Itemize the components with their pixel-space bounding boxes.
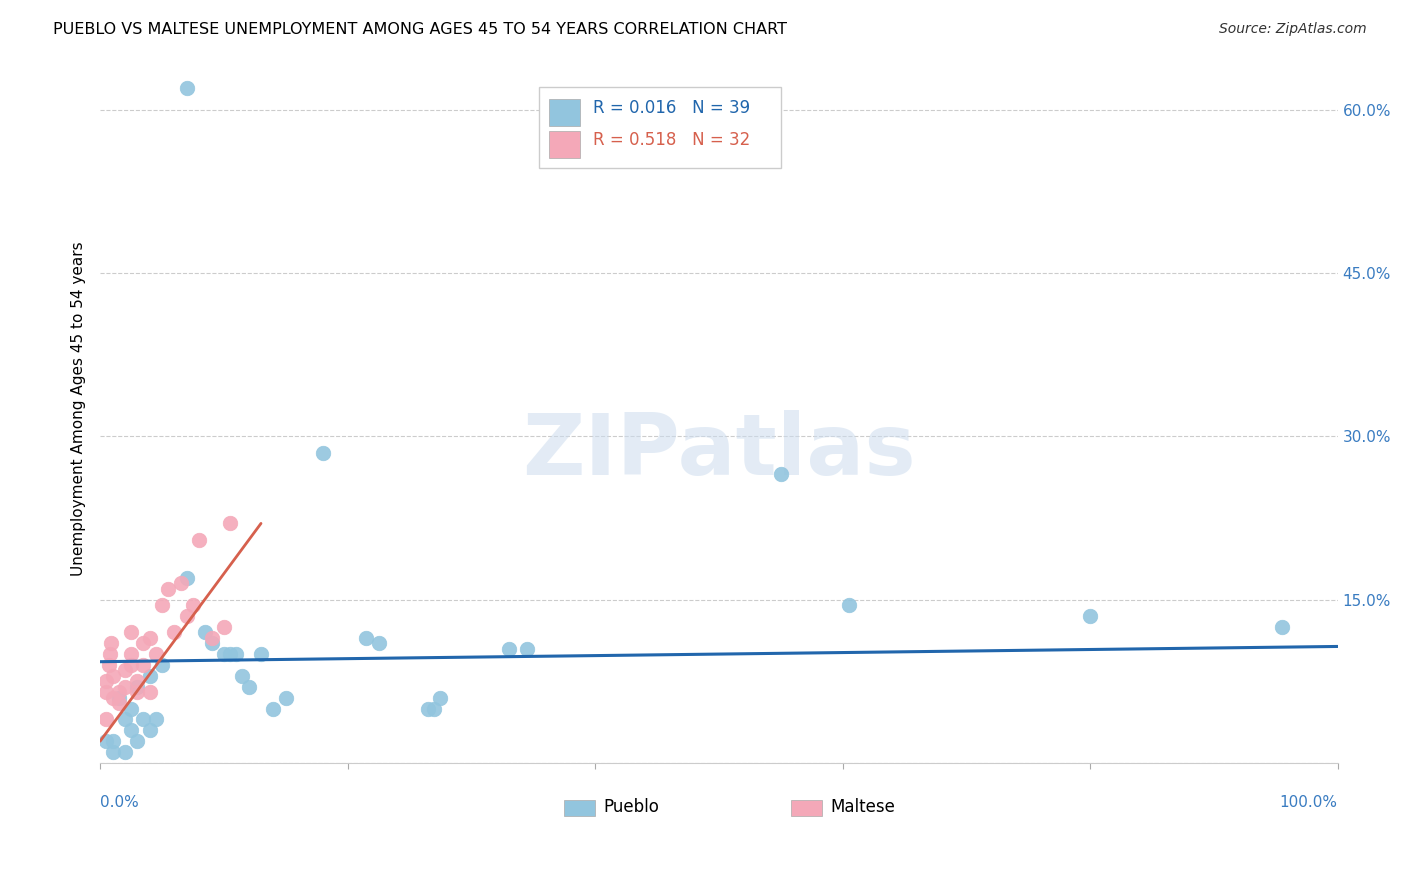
Point	[100, 636, 122, 650]
Text: Pueblo: Pueblo	[603, 797, 659, 816]
Point	[101, 745, 124, 759]
Point	[132, 636, 155, 650]
Point	[498, 641, 520, 656]
Point	[157, 582, 180, 596]
Point	[176, 609, 198, 624]
Point	[120, 701, 142, 715]
Point	[838, 598, 860, 612]
Point	[219, 516, 242, 531]
Point	[200, 631, 222, 645]
Point	[231, 669, 253, 683]
Bar	[550, 131, 581, 158]
Point	[96, 713, 118, 727]
Text: R = 0.518   N = 32: R = 0.518 N = 32	[593, 131, 749, 149]
Point	[107, 690, 129, 705]
Bar	[790, 800, 821, 816]
Point	[132, 713, 155, 727]
Point	[138, 631, 160, 645]
Bar	[550, 99, 581, 126]
Point	[127, 685, 149, 699]
FancyBboxPatch shape	[540, 87, 780, 169]
Point	[138, 685, 160, 699]
Point	[132, 657, 155, 672]
Point	[176, 80, 198, 95]
Point	[145, 647, 167, 661]
Point	[312, 445, 335, 459]
Point	[97, 657, 120, 672]
Point	[120, 647, 142, 661]
Point	[516, 641, 538, 656]
Point	[1078, 609, 1101, 624]
Point	[194, 625, 217, 640]
Point	[107, 685, 129, 699]
Text: 100.0%: 100.0%	[1279, 795, 1337, 810]
Point	[145, 713, 167, 727]
Point	[176, 571, 198, 585]
Point	[212, 647, 235, 661]
Point	[120, 723, 142, 738]
Point	[1271, 620, 1294, 634]
Point	[127, 680, 149, 694]
Point	[114, 680, 136, 694]
Point	[96, 674, 118, 689]
Point	[101, 734, 124, 748]
Point	[416, 701, 439, 715]
Bar	[564, 800, 595, 816]
Point	[107, 696, 129, 710]
Text: R = 0.016   N = 39: R = 0.016 N = 39	[593, 99, 749, 117]
Point	[101, 669, 124, 683]
Point	[181, 598, 204, 612]
Point	[238, 680, 260, 694]
Point	[212, 620, 235, 634]
Point	[114, 745, 136, 759]
Text: PUEBLO VS MALTESE UNEMPLOYMENT AMONG AGES 45 TO 54 YEARS CORRELATION CHART: PUEBLO VS MALTESE UNEMPLOYMENT AMONG AGE…	[53, 22, 787, 37]
Point	[150, 657, 173, 672]
Point	[163, 625, 186, 640]
Point	[219, 647, 242, 661]
Text: Source: ZipAtlas.com: Source: ZipAtlas.com	[1219, 22, 1367, 37]
Point	[188, 533, 211, 547]
Point	[101, 690, 124, 705]
Point	[114, 713, 136, 727]
Point	[98, 647, 121, 661]
Y-axis label: Unemployment Among Ages 45 to 54 years: Unemployment Among Ages 45 to 54 years	[72, 242, 86, 576]
Point	[138, 669, 160, 683]
Point	[120, 657, 142, 672]
Point	[138, 723, 160, 738]
Point	[354, 631, 377, 645]
Point	[200, 636, 222, 650]
Point	[169, 576, 191, 591]
Text: Maltese: Maltese	[831, 797, 896, 816]
Point	[769, 467, 792, 482]
Text: 0.0%: 0.0%	[100, 795, 139, 810]
Point	[96, 685, 118, 699]
Point	[127, 674, 149, 689]
Point	[274, 690, 297, 705]
Point	[429, 690, 451, 705]
Point	[150, 598, 173, 612]
Point	[423, 701, 446, 715]
Point	[120, 625, 142, 640]
Point	[367, 636, 389, 650]
Point	[127, 734, 149, 748]
Point	[114, 664, 136, 678]
Point	[262, 701, 284, 715]
Point	[225, 647, 247, 661]
Point	[250, 647, 273, 661]
Point	[96, 734, 118, 748]
Text: ZIPatlas: ZIPatlas	[522, 410, 915, 493]
